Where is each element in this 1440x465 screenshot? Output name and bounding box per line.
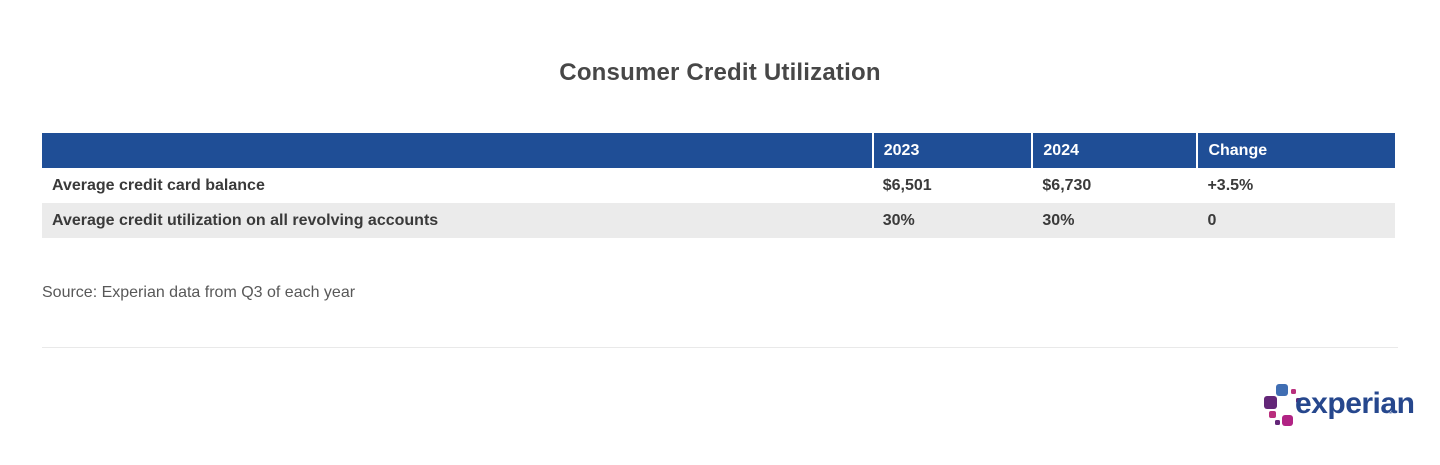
value-2024: $6,730	[1032, 168, 1198, 203]
logo-dot-purple-small-icon	[1296, 398, 1301, 403]
table-header-row: 2023 2024 Change	[42, 133, 1395, 168]
value-change: +3.5%	[1197, 168, 1395, 203]
table-row: Average credit utilization on all revolv…	[42, 203, 1395, 238]
header-cell-change: Change	[1196, 133, 1395, 168]
header-cell-empty	[42, 133, 873, 168]
value-2023: $6,501	[872, 168, 1033, 203]
credit-utilization-table: 2023 2024 Change Average credit card bal…	[42, 133, 1395, 238]
header-cell-2023: 2023	[871, 133, 1033, 168]
experian-logo: experian ™	[1262, 382, 1415, 432]
logo-dot-purple-tiny-icon	[1275, 420, 1280, 425]
logo-dot-magenta-large-icon	[1282, 415, 1293, 426]
row-label: Average credit utilization on all revolv…	[42, 203, 873, 238]
trademark-symbol: ™	[1385, 409, 1393, 418]
row-label: Average credit card balance	[42, 168, 873, 203]
divider-line	[42, 347, 1398, 348]
logo-dot-purple-large-icon	[1264, 396, 1277, 409]
value-2023: 30%	[872, 203, 1033, 238]
logo-dot-blue-icon	[1276, 384, 1288, 396]
table-row: Average credit card balance $6,501 $6,73…	[42, 168, 1395, 203]
source-note: Source: Experian data from Q3 of each ye…	[42, 284, 356, 301]
experian-wordmark: experian	[1295, 387, 1415, 420]
header-cell-2024: 2024	[1031, 133, 1198, 168]
value-change: 0	[1197, 203, 1395, 238]
value-2024: 30%	[1032, 203, 1198, 238]
logo-dot-magenta-medium-icon	[1269, 411, 1276, 418]
page-title: Consumer Credit Utilization	[559, 59, 881, 86]
logo-dot-magenta-small-icon	[1291, 389, 1296, 394]
